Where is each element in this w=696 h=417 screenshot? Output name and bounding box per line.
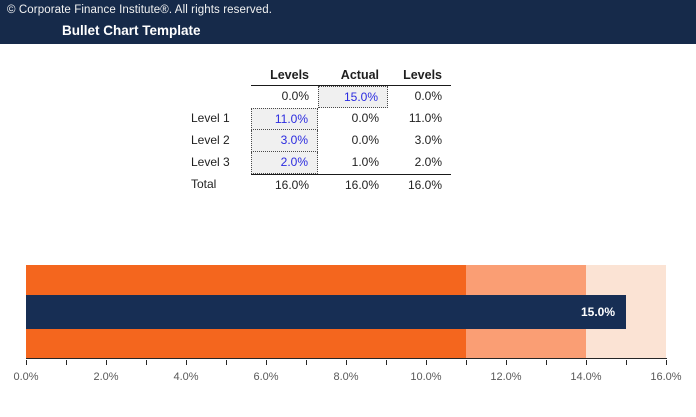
table-cell: 0.0% [351,133,379,147]
actual-input-cell[interactable]: 15.0% [318,86,388,108]
level-1-input-cell[interactable]: 11.0% [251,108,318,130]
row-label-level-3: Level 3 [191,155,230,169]
x-axis-tick-label: 2.0% [93,371,119,383]
table-cell: 3.0% [414,133,442,147]
row-label-level-2: Level 2 [191,133,230,147]
row-label-level-1: Level 1 [191,111,230,125]
bullet-chart-plot: 15.0% [26,265,667,359]
table-cell: 0.0% [414,89,442,103]
x-axis-tick-label: 10.0% [410,371,442,383]
table-cell: 0.0% [281,89,309,103]
x-axis-tick-label: 0.0% [13,371,39,383]
row-label-total: Total [191,177,217,191]
table-header-levels-2: Levels [388,64,451,86]
table-header-actual: Actual [318,64,388,86]
table-cell: 1.0% [351,155,379,169]
table-cell: 0.0% [351,111,379,125]
total-cell: 16.0% [388,174,451,196]
x-axis-tick-label: 8.0% [333,371,359,383]
total-cell: 16.0% [318,174,388,196]
level-3-input-cell[interactable]: 2.0% [251,152,318,174]
total-cell: 16.0% [251,174,318,196]
x-axis-labels: 0.0% 2.0% 4.0% 6.0% 8.0% 10.0% 12.0% 14.… [13,371,686,387]
level-2-input-cell[interactable]: 3.0% [251,130,318,152]
table-header-blank [185,64,251,86]
x-axis-tick-label: 12.0% [490,371,522,383]
actual-value-label: 15.0% [580,305,615,319]
actual-bar: 15.0% [26,295,626,329]
x-axis-tick-label: 16.0% [650,371,682,383]
x-axis-ticks [26,360,668,365]
table-header-levels-1: Levels [251,64,318,86]
x-axis-tick-label: 6.0% [253,371,279,383]
row-label [185,86,251,108]
table-cell: 11.0% [408,111,442,125]
copyright-text: © Corporate Finance Institute®. All righ… [7,4,273,16]
header-band: © Corporate Finance Institute®. All righ… [0,0,696,44]
table-cell: 2.0% [414,155,442,169]
x-axis-tick-label: 14.0% [570,371,602,383]
page-title: Bullet Chart Template [62,23,201,38]
x-axis-tick-label: 4.0% [173,371,199,383]
levels-table: Levels Actual Levels 0.0% 15.0% 0.0% Lev… [185,64,451,196]
